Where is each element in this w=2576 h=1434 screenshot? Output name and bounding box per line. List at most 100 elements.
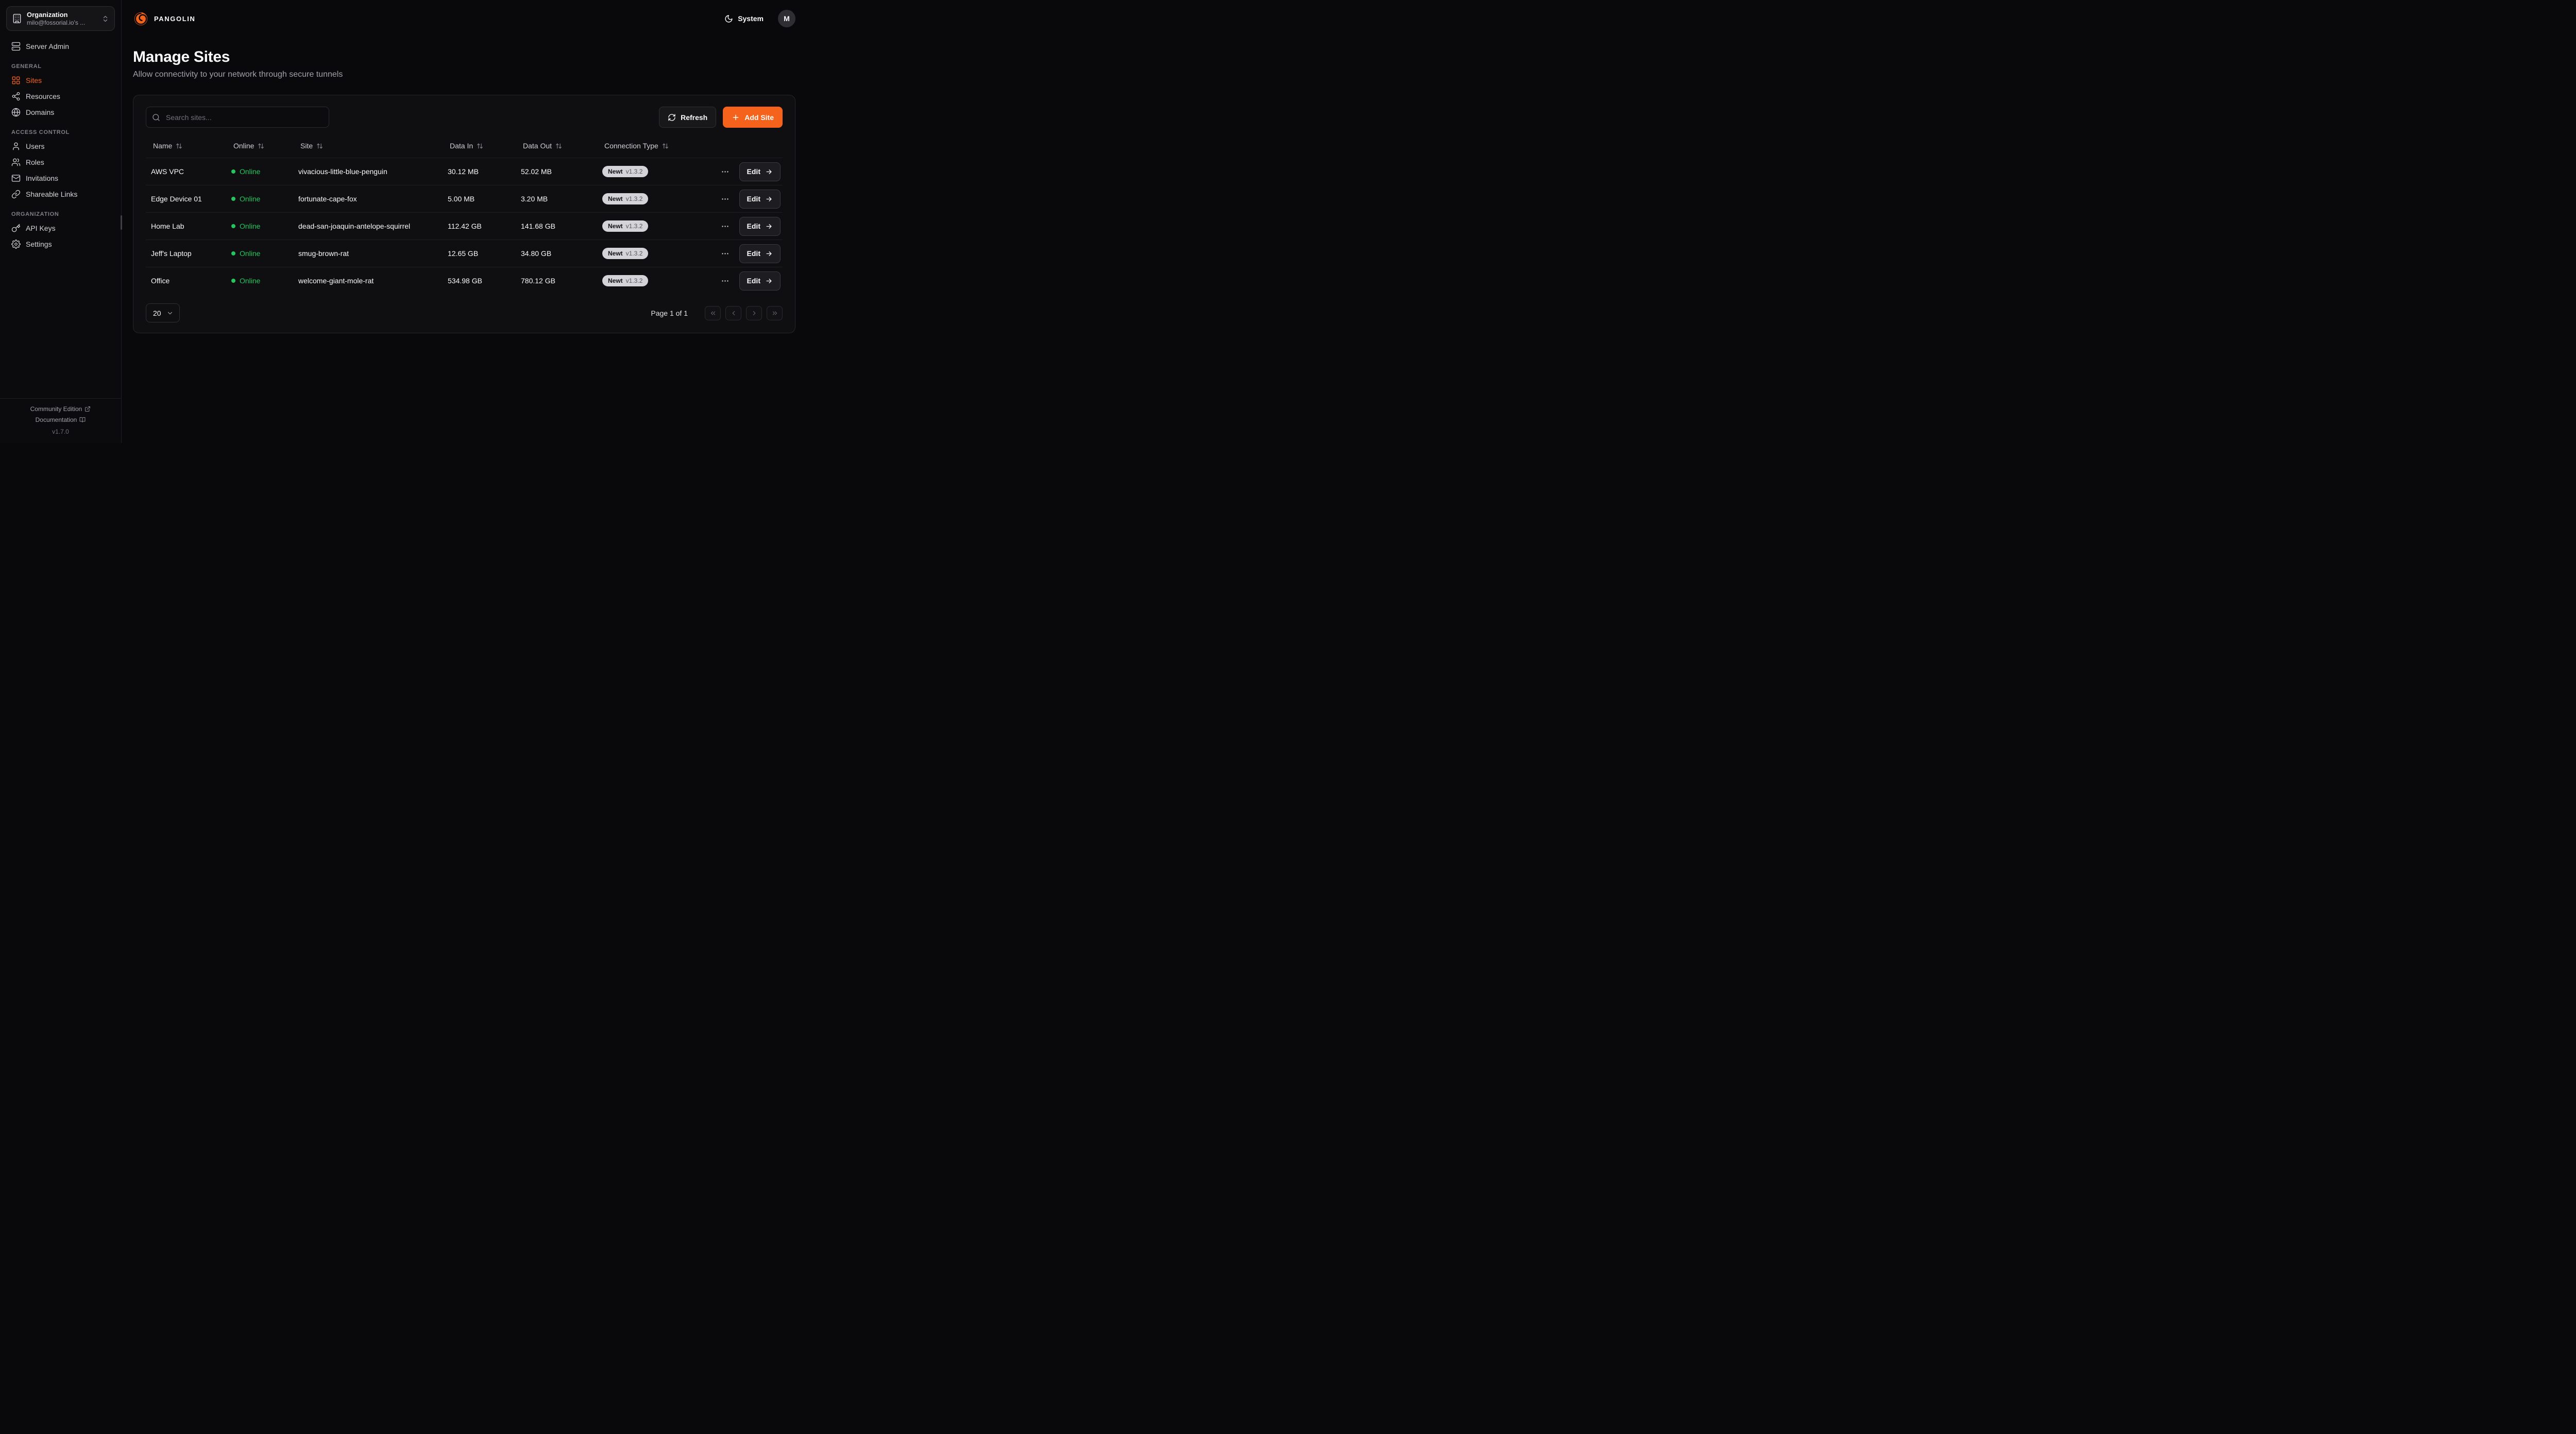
sidebar-item-label: Roles xyxy=(26,158,44,166)
version-text: v1.7.0 xyxy=(52,428,69,435)
globe-icon xyxy=(11,108,21,117)
sort-header-site[interactable]: Site xyxy=(293,142,443,150)
row-menu-button[interactable] xyxy=(719,165,732,178)
user-icon xyxy=(11,142,21,151)
sidebar-item-domains[interactable]: Domains xyxy=(7,105,114,120)
topbar-right: System M xyxy=(721,10,795,27)
sidebar-item-users[interactable]: Users xyxy=(7,139,114,154)
table-row: Edge Device 01 Online fortunate-cape-fox… xyxy=(146,185,783,212)
connection-type-badge: Newt v1.3.2 xyxy=(602,166,649,177)
online-status-cell: Online xyxy=(226,249,293,258)
card-toolbar: Refresh Add Site xyxy=(146,107,783,128)
sidebar-item-settings[interactable]: Settings xyxy=(7,236,114,252)
next-page-button[interactable] xyxy=(746,305,762,320)
site-name-cell: Office xyxy=(151,277,170,285)
add-site-button[interactable]: Add Site xyxy=(723,107,783,128)
org-selector-text: Organization milo@fossorial.io's ... xyxy=(27,10,97,27)
row-actions-cell: Edit xyxy=(700,162,783,181)
sites-card: Refresh Add Site Name xyxy=(133,95,795,333)
row-menu-button[interactable] xyxy=(719,275,732,287)
refresh-button[interactable]: Refresh xyxy=(659,107,717,128)
sidebar-item-label: Users xyxy=(26,142,45,150)
org-label: Organization xyxy=(27,11,68,19)
row-actions-cell: Edit xyxy=(700,271,783,291)
sites-table: Name Online Site Data In xyxy=(146,134,783,294)
online-status-cell: Online xyxy=(226,222,293,230)
page-size-select[interactable]: 20 xyxy=(146,303,180,322)
sort-header-name[interactable]: Name xyxy=(146,142,226,150)
site-slug-cell: fortunate-cape-fox xyxy=(298,195,357,203)
connection-type-cell: Newt v1.3.2 xyxy=(597,248,700,259)
sidebar-item-api-keys[interactable]: API Keys xyxy=(7,220,114,236)
sort-header-data-in[interactable]: Data In xyxy=(443,142,516,150)
community-edition-link[interactable]: Community Edition xyxy=(30,405,91,413)
site-slug-cell: smug-brown-rat xyxy=(298,249,349,258)
pangolin-logo-icon xyxy=(133,11,149,27)
search-input[interactable] xyxy=(146,107,329,128)
edit-button[interactable]: Edit xyxy=(739,216,781,236)
documentation-link[interactable]: Documentation xyxy=(36,416,86,423)
ellipsis-icon xyxy=(721,167,730,176)
data-out-cell: 52.02 MB xyxy=(521,167,552,176)
org-selector[interactable]: Organization milo@fossorial.io's ... xyxy=(6,6,115,31)
online-dot xyxy=(231,251,235,255)
last-page-button[interactable] xyxy=(767,305,783,320)
card-footer: 20 Page 1 of 1 xyxy=(146,303,783,322)
online-status-cell: Online xyxy=(226,277,293,285)
site-name-cell: Edge Device 01 xyxy=(151,195,202,203)
site-name-cell: Jeff's Laptop xyxy=(151,249,192,258)
online-status-label: Online xyxy=(240,195,261,203)
data-in-cell: 5.00 MB xyxy=(448,195,475,203)
connection-name: Newt xyxy=(608,277,623,284)
edit-button[interactable]: Edit xyxy=(739,244,781,263)
sidebar-item-sites[interactable]: Sites xyxy=(7,73,114,88)
sidebar-item-invitations[interactable]: Invitations xyxy=(7,170,114,186)
section-label-general: GENERAL xyxy=(11,63,42,70)
row-menu-button[interactable] xyxy=(719,193,732,206)
edit-button[interactable]: Edit xyxy=(739,271,781,291)
edit-button[interactable]: Edit xyxy=(739,189,781,209)
search-box xyxy=(146,107,329,128)
row-menu-button[interactable] xyxy=(719,247,732,260)
sort-header-online[interactable]: Online xyxy=(226,142,293,150)
sidebar-item-resources[interactable]: Resources xyxy=(7,89,114,104)
sidebar-item-label: Shareable Links xyxy=(26,190,78,198)
sidebar-item-server-admin[interactable]: Server Admin xyxy=(7,39,114,54)
arrow-right-icon xyxy=(765,250,773,258)
sidebar-scrollbar-thumb[interactable] xyxy=(121,215,122,230)
mail-icon xyxy=(11,174,21,183)
chevron-left-icon xyxy=(730,310,737,317)
sort-header-connection-type[interactable]: Connection Type xyxy=(597,142,700,150)
table-row: Office Online welcome-giant-mole-rat 534… xyxy=(146,267,783,294)
theme-toggle-button[interactable]: System xyxy=(721,14,767,24)
row-menu-button[interactable] xyxy=(719,220,732,233)
connection-version: v1.3.2 xyxy=(625,277,643,284)
table-row: Home Lab Online dead-san-joaquin-antelop… xyxy=(146,212,783,240)
connection-type-badge: Newt v1.3.2 xyxy=(602,193,649,204)
data-out-cell: 34.80 GB xyxy=(521,249,552,258)
external-link-icon xyxy=(84,406,91,412)
sort-header-data-out[interactable]: Data Out xyxy=(516,142,597,150)
sidebar-item-label: Settings xyxy=(26,240,52,248)
previous-page-button[interactable] xyxy=(725,305,741,320)
avatar[interactable]: M xyxy=(778,10,795,27)
first-page-button[interactable] xyxy=(705,305,721,320)
online-status-label: Online xyxy=(240,222,261,230)
sidebar-item-label: Server Admin xyxy=(26,42,70,50)
sidebar-footer: Community Edition Documentation v1.7.0 xyxy=(0,398,121,443)
edit-button[interactable]: Edit xyxy=(739,162,781,181)
sidebar-item-shareable-links[interactable]: Shareable Links xyxy=(7,186,114,202)
sort-icon xyxy=(316,143,323,149)
online-status-label: Online xyxy=(240,277,261,285)
connection-version: v1.3.2 xyxy=(625,168,643,175)
sites-grid-icon xyxy=(11,76,21,85)
section-label-organization: ORGANIZATION xyxy=(11,211,59,217)
sidebar-item-roles[interactable]: Roles xyxy=(7,155,114,170)
site-slug-cell: vivacious-little-blue-penguin xyxy=(298,167,387,176)
app-root: Organization milo@fossorial.io's ... Ser… xyxy=(0,0,808,443)
column-label: Name xyxy=(153,142,173,150)
site-name-cell: Home Lab xyxy=(151,222,184,230)
online-status-cell: Online xyxy=(226,167,293,176)
connection-type-cell: Newt v1.3.2 xyxy=(597,275,700,286)
online-dot xyxy=(231,197,235,201)
